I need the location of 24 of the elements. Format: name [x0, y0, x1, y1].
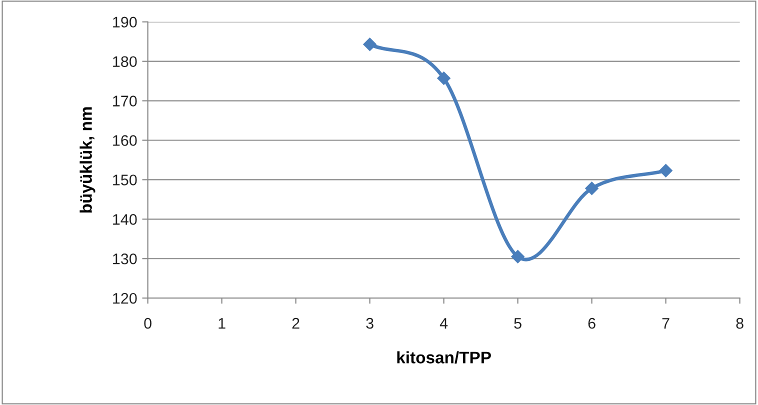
point — [363, 38, 376, 51]
y-tick-label: 190 — [113, 16, 137, 28]
y-tick-label: 130 — [113, 253, 137, 264]
x-tick-label: 2 — [292, 318, 300, 329]
y-tick-label: 140 — [113, 214, 137, 225]
x-tick-label: 3 — [366, 318, 374, 329]
y-axis-title: büyüklük, nm — [80, 107, 96, 213]
point — [437, 72, 450, 85]
point — [511, 250, 524, 264]
y-tick-label: 180 — [113, 56, 137, 68]
point — [659, 164, 672, 178]
x-tick-label: 7 — [662, 318, 670, 329]
x-tick-label: 8 — [736, 318, 744, 329]
x-tick-label: 1 — [218, 318, 226, 329]
x-axis-title: kitosan/TPP — [397, 351, 491, 364]
point — [585, 182, 598, 195]
y-tick-label: 150 — [113, 174, 137, 186]
x-tick-label: 5 — [514, 318, 522, 329]
y-tick-label: 160 — [113, 135, 137, 146]
y-tick-label: 120 — [113, 292, 137, 304]
x-tick-label: 6 — [588, 318, 596, 329]
y-tick-label: 170 — [113, 96, 137, 106]
x-tick-label: 4 — [440, 318, 448, 329]
x-tick-label: 0 — [144, 318, 152, 329]
